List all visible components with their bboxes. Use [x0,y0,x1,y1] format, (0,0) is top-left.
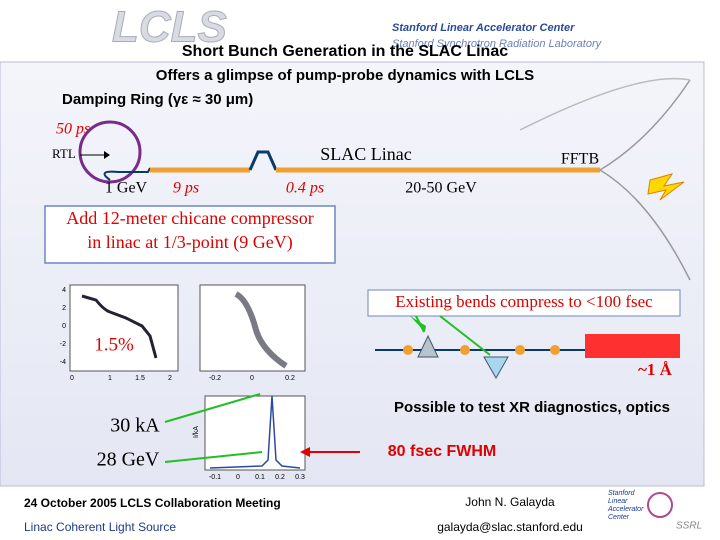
fwhm-label: 80 fsec FWHM [388,443,496,460]
tick-label: -0.1 [209,474,221,481]
pointer-arrow [164,393,261,423]
phase-space-trace [81,294,158,359]
tick-label: -2 [60,341,66,348]
fftb-label: FFTB [561,151,599,168]
footer-logo-mark [647,492,673,518]
bunch-length: 0.4 ps [286,180,324,197]
tick-label: 0.3 [295,474,305,481]
tick-label: 0 [250,375,254,382]
footer-author: John N. Galayda [465,495,555,509]
fftb-line [599,79,691,281]
footer-logo: Center [608,514,630,521]
tick-label: 2 [62,305,66,312]
xray-flash [647,173,685,201]
tick-label: -0.2 [209,375,221,382]
bend-magnet [483,356,509,380]
footer-meeting: 24 October 2005 LCLS Collaboration Meeti… [24,496,281,510]
current-plot [204,395,306,471]
header-org: Stanford Linear Accelerator Center [392,22,575,34]
header-org: Stanford Synchrotron Radiation Laborator… [392,38,603,50]
footer-project: Linac Coherent Light Source [24,520,176,534]
fftb-arc [519,77,691,131]
tick-label: 1 [108,375,112,382]
content-panel [0,61,705,487]
electron [403,345,413,355]
tick-label: 0.1 [255,474,265,481]
axis-label: I/kA [193,426,200,438]
bends-note: Existing bends compress to <100 fsec [395,292,653,311]
footer-logo: Linear [608,498,628,505]
damping-ring-label: Damping Ring (γε ≈ 30 μm) [62,91,253,108]
rtl-line [103,167,151,181]
tick-label: 4 [62,287,66,294]
electron [515,345,525,355]
slide-title: Short Bunch Generation in the SLAC Linac [182,43,508,60]
tick-label: 0.2 [275,474,285,481]
chicane-note: Add 12-meter chicane compressor [66,208,313,228]
phase-space-trace [234,291,288,369]
electron [460,345,470,355]
tick-label: 0.2 [285,375,295,382]
bend-magnet [417,334,439,358]
tick-label: 2 [168,375,172,382]
subtitle: Offers a glimpse of pump-probe dynamics … [156,67,534,84]
footer-logo: Accelerator [607,506,644,513]
arrow-head [104,151,110,159]
pointer-arrow [164,451,263,463]
current-trace [209,395,301,469]
chicane-note: in linac at 1/3-point (9 GeV) [87,232,292,253]
linac-label: SLAC Linac [320,144,412,164]
tick-label: 0 [62,323,66,330]
chicane [248,150,278,171]
xray-pulse [585,334,680,358]
footer-ssrl: SSRL [676,521,702,532]
beam-energy: 28 GeV [97,449,160,471]
header-logo: LCLS [112,3,227,52]
pointer-arrow [439,315,491,356]
tick-label: -4 [60,359,66,366]
chicane-note-box [44,205,336,264]
footer-email: galayda@slac.stanford.edu [437,520,583,534]
bends-note-box [367,289,681,317]
electron [550,345,560,355]
damping-ring [78,120,142,184]
energy-spread: 1.5% [94,334,134,355]
spread-box [88,332,144,358]
arrow-head [300,447,310,457]
rtl-label: RTL [52,146,76,161]
peak-current: 30 kA [110,415,160,437]
tick-label: 0 [236,474,240,481]
footer-logo: Stanford [608,490,636,497]
wavelength: ~1 Å [638,360,673,379]
tick-label: 1.5 [135,375,145,382]
tick-label: 0 [70,375,74,382]
diagnostics-note: Possible to test XR diagnostics, optics [394,399,670,416]
pointer-arrow [415,315,425,333]
bunch-length: 9 ps [173,180,199,197]
energy-label: 20-50 GeV [405,180,477,197]
energy-label: 1 GeV [105,180,148,197]
ring-length: 50 ps [56,121,90,138]
